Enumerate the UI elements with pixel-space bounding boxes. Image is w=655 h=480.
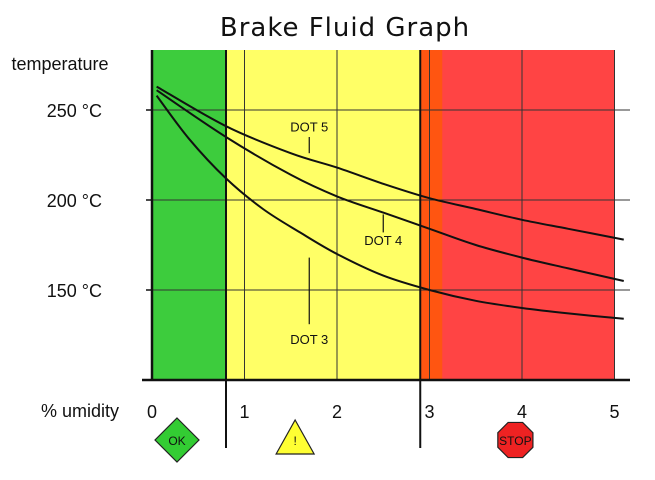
zone-sign-label: STOP	[499, 434, 531, 448]
labels-layer: DOT 5 DOT 4 DOT 3	[290, 120, 402, 347]
x-tick-label: 2	[332, 402, 342, 422]
zone-0	[152, 50, 226, 380]
signs-layer: OK! STOP	[154, 417, 534, 463]
x-tick-label: 5	[609, 402, 619, 422]
series-line-dot-4	[156, 89, 624, 282]
axes-layer: 250 °C 200 °C 150 °C 0 1 2 3 4 5	[47, 50, 630, 448]
zone-transition-band	[420, 50, 443, 380]
x-tick-label: 0	[147, 402, 157, 422]
series-label-dot-5: DOT 5	[290, 120, 328, 135]
ok-diamond-icon	[154, 417, 200, 463]
x-tick-label: 1	[239, 402, 249, 422]
grid-layer	[152, 50, 630, 380]
series-label-dot-3: DOT 3	[290, 332, 328, 347]
y-axis-label: temperature	[11, 54, 108, 74]
zone-sign-octagon: STOP	[497, 421, 534, 459]
x-axis-label: % umidity	[41, 401, 119, 421]
warning-triangle-icon	[275, 418, 316, 455]
stop-octagon-icon	[497, 421, 534, 459]
zone-2	[420, 50, 615, 380]
series-line-dot-5	[156, 85, 624, 241]
x-tick-label: 3	[424, 402, 434, 422]
y-tick-label: 150 °C	[47, 281, 102, 301]
y-tick-label: 200 °C	[47, 191, 102, 211]
zone-sign-triangle: !	[275, 418, 316, 455]
series-layer	[155, 85, 624, 320]
series-line-dot-3	[155, 95, 624, 320]
series-label-dot-4: DOT 4	[364, 233, 402, 248]
y-tick-label: 250 °C	[47, 101, 102, 121]
zone-sign-diamond: OK	[154, 417, 200, 463]
chart-title: Brake Fluid Graph	[220, 13, 470, 43]
zone-sign-label: OK	[168, 434, 185, 448]
zone-sign-label: !	[293, 434, 296, 448]
x-tick-label: 4	[517, 402, 527, 422]
